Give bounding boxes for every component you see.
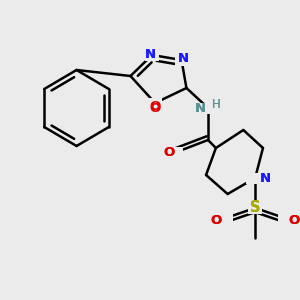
Text: N: N <box>145 47 156 61</box>
Text: N: N <box>178 52 189 65</box>
Text: N: N <box>260 172 271 184</box>
Text: O: O <box>210 214 221 226</box>
Text: O: O <box>149 100 161 113</box>
Bar <box>219 212 232 224</box>
Text: N: N <box>145 47 156 61</box>
Text: N: N <box>260 172 271 184</box>
Text: N: N <box>178 52 189 65</box>
Text: O: O <box>163 146 174 158</box>
Bar <box>175 55 188 65</box>
Text: O: O <box>163 146 174 158</box>
Text: H: H <box>212 98 220 112</box>
Text: O: O <box>289 214 300 226</box>
Bar <box>197 103 219 113</box>
Text: H: H <box>212 98 220 112</box>
Text: S: S <box>250 200 260 215</box>
Bar <box>170 146 184 158</box>
Text: O: O <box>210 214 221 226</box>
Text: O: O <box>289 214 300 226</box>
Bar <box>278 212 291 224</box>
Bar <box>145 50 159 61</box>
Bar <box>148 98 162 109</box>
Text: O: O <box>149 101 161 115</box>
Text: S: S <box>250 200 260 215</box>
Text: N: N <box>195 101 206 115</box>
Bar <box>248 202 262 214</box>
Text: N: N <box>195 101 206 115</box>
Bar <box>246 172 264 184</box>
